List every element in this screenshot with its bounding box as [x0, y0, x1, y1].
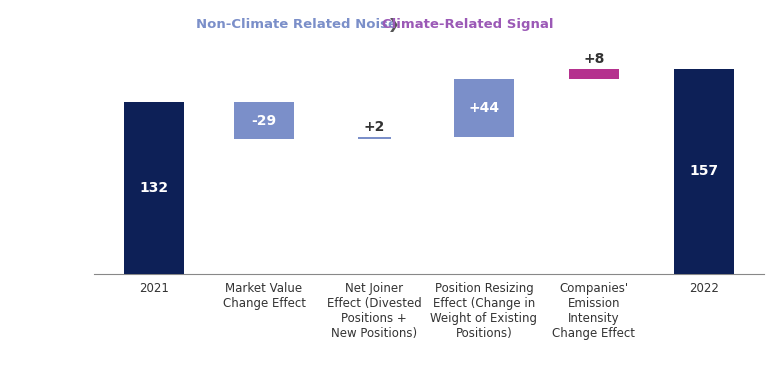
Bar: [124, 101, 184, 274]
Text: +8: +8: [583, 52, 605, 66]
Text: +2: +2: [363, 120, 385, 133]
Bar: [234, 101, 294, 139]
Text: Non-Climate Related Noise: Non-Climate Related Noise: [196, 18, 397, 31]
Text: ❯: ❯: [388, 18, 399, 32]
Bar: [454, 79, 514, 137]
Bar: [674, 69, 734, 274]
Bar: [357, 137, 391, 139]
Bar: [569, 69, 619, 79]
Text: 132: 132: [140, 180, 168, 195]
Text: -29: -29: [251, 114, 277, 128]
Text: 157: 157: [690, 164, 718, 178]
Text: +44: +44: [469, 101, 499, 115]
Text: Climate-Related Signal: Climate-Related Signal: [382, 18, 554, 31]
